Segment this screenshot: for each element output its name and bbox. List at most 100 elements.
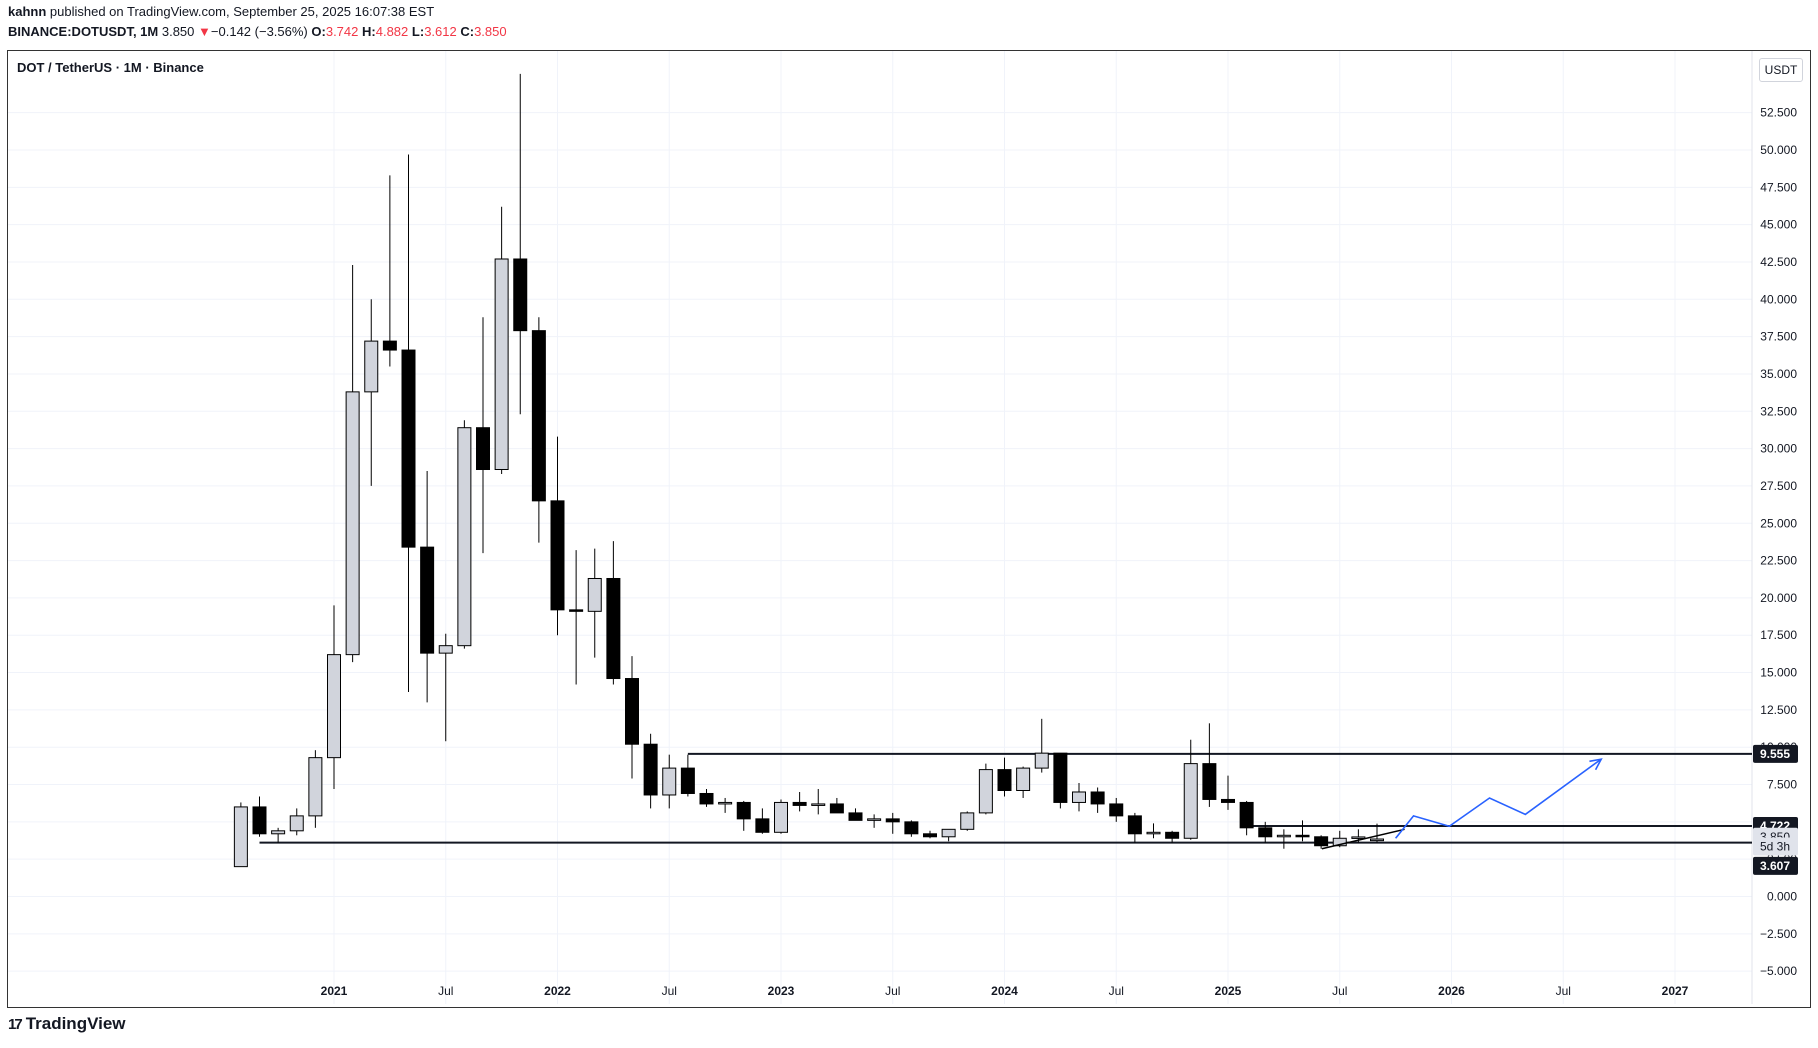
candle[interactable] <box>755 808 770 834</box>
candle[interactable] <box>401 154 416 692</box>
candle[interactable] <box>382 175 397 367</box>
candle[interactable] <box>848 808 863 821</box>
candle-body-down <box>1221 798 1235 803</box>
candle[interactable] <box>923 830 937 839</box>
candle-body-down <box>643 743 658 796</box>
candle[interactable] <box>811 789 826 815</box>
candle[interactable] <box>736 800 751 831</box>
candle[interactable] <box>1127 812 1142 843</box>
candle[interactable] <box>1314 835 1329 849</box>
candle[interactable] <box>438 633 453 742</box>
candle[interactable] <box>960 811 975 831</box>
candle[interactable] <box>420 470 435 703</box>
candle[interactable] <box>1146 823 1161 839</box>
candle-body-down <box>420 546 435 654</box>
candle[interactable] <box>1295 820 1310 842</box>
candle[interactable] <box>978 763 993 815</box>
time-tick-label: Jul <box>438 984 453 998</box>
candle[interactable] <box>699 789 714 807</box>
candle[interactable] <box>1072 783 1086 812</box>
time-tick-label: Jul <box>1332 984 1347 998</box>
candle[interactable] <box>289 808 304 836</box>
candle[interactable] <box>1258 821 1273 843</box>
candle[interactable] <box>457 420 472 649</box>
candle[interactable] <box>1276 829 1291 849</box>
currency-button[interactable]: USDT <box>1759 58 1803 82</box>
change-down-icon: ▼ <box>198 24 211 39</box>
candle[interactable] <box>941 828 956 842</box>
low-value: 3.612 <box>424 24 457 39</box>
candle-body-up <box>960 812 975 830</box>
candle-body-up <box>941 828 956 838</box>
candle[interactable] <box>718 797 733 813</box>
time-axis[interactable]: 2021 Jul 2022 Jul 2023 Jul 2024 Jul 2025 Jul 2026 J… <box>321 984 1689 998</box>
candle[interactable] <box>774 799 788 834</box>
candle-body-down <box>550 500 565 611</box>
candle[interactable] <box>680 754 695 797</box>
candle[interactable] <box>252 796 267 837</box>
candle[interactable] <box>1221 775 1235 810</box>
price-axis[interactable]: −5.000−2.5000.0002.5005.0007.50010.00012… <box>1753 106 1798 978</box>
candle-body-up <box>1146 831 1161 835</box>
candle[interactable] <box>1016 766 1031 798</box>
candle-body-down <box>513 258 528 332</box>
high-label: H: <box>362 24 376 39</box>
candle[interactable] <box>476 317 490 554</box>
open-value: 3.742 <box>325 24 359 39</box>
change-value: −0.142 (−3.56%) <box>210 24 308 39</box>
publish-text: published on TradingView.com, September … <box>46 4 435 19</box>
candle[interactable] <box>885 812 900 834</box>
candle-body-down <box>829 803 844 814</box>
candle[interactable] <box>1053 752 1068 809</box>
candle-body-up <box>774 801 788 833</box>
candle[interactable] <box>1165 830 1180 843</box>
candle[interactable] <box>997 757 1012 797</box>
candle-body-down <box>382 340 397 351</box>
candle[interactable] <box>550 436 565 636</box>
price-label: 5d 3h <box>1753 837 1798 856</box>
candle-body-down <box>997 769 1012 791</box>
price-tick-label: 0.000 <box>1767 890 1797 904</box>
candle[interactable] <box>587 548 602 658</box>
candle[interactable] <box>829 797 844 814</box>
candle[interactable] <box>345 264 360 663</box>
candle[interactable] <box>233 802 248 868</box>
candle[interactable] <box>364 299 379 486</box>
candle-body-down <box>904 821 919 835</box>
candle[interactable] <box>606 541 621 685</box>
candle[interactable] <box>643 733 658 809</box>
chart-frame <box>7 50 1811 1008</box>
candle-body-down <box>1258 827 1273 838</box>
candle[interactable] <box>327 605 341 790</box>
candle[interactable] <box>867 814 882 828</box>
candle[interactable] <box>1183 739 1198 840</box>
candle[interactable] <box>271 827 286 843</box>
candle[interactable] <box>662 754 677 809</box>
candle-body-down <box>1295 834 1310 838</box>
candle[interactable] <box>1239 800 1254 836</box>
candle[interactable] <box>1109 797 1124 822</box>
price-tick-label: 52.500 <box>1760 106 1797 120</box>
brand-name: TradingView <box>25 1014 126 1033</box>
candle[interactable] <box>1370 823 1384 843</box>
tradingview-logo[interactable]: 17 TradingView <box>8 1014 126 1034</box>
candle[interactable] <box>792 791 807 812</box>
price-label-bg <box>1753 837 1798 856</box>
candle[interactable] <box>308 750 323 828</box>
projection-path[interactable] <box>1394 758 1602 839</box>
candle[interactable] <box>904 820 919 837</box>
support-trendline[interactable] <box>1321 828 1405 850</box>
author-name[interactable]: kahnn <box>8 4 47 19</box>
candle[interactable] <box>531 317 546 543</box>
candle-body-up <box>662 767 677 796</box>
candle[interactable] <box>1034 718 1049 773</box>
low-label: L: <box>411 24 425 39</box>
time-tick-label: 2023 <box>768 984 795 998</box>
candle[interactable] <box>494 206 509 474</box>
candle[interactable] <box>513 73 528 415</box>
candle[interactable] <box>569 550 584 685</box>
candle[interactable] <box>1090 787 1105 813</box>
candle[interactable] <box>1202 723 1217 807</box>
candle[interactable] <box>625 656 639 779</box>
